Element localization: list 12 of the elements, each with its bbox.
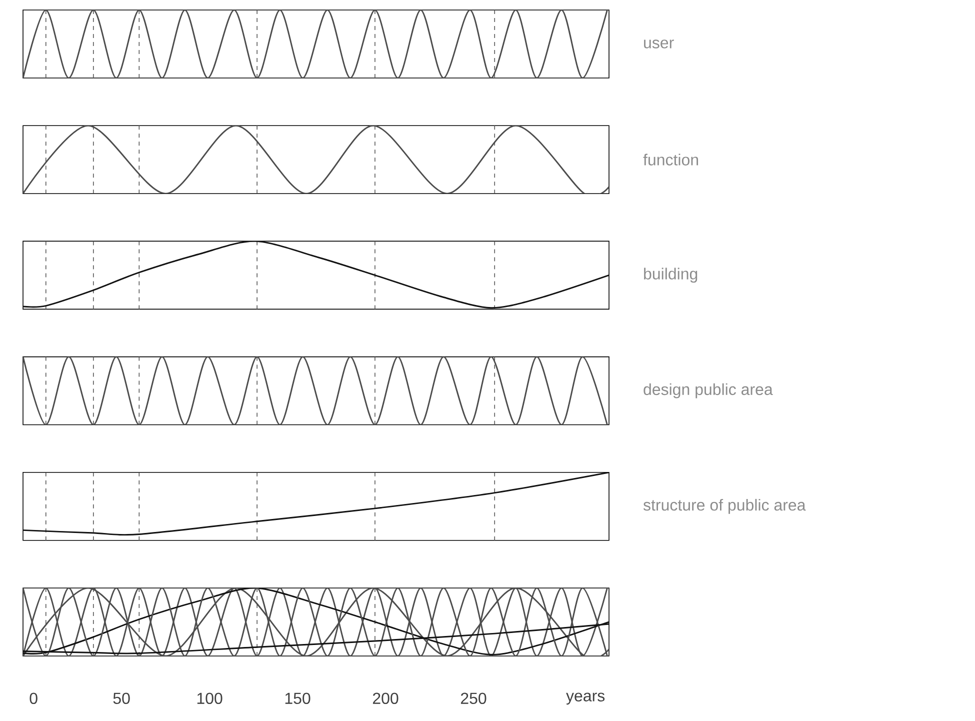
- x-tick-label: 250: [460, 692, 486, 704]
- text: structure of public area: [643, 498, 806, 514]
- x-axis-title: years: [566, 692, 605, 705]
- text: design public area: [644, 383, 773, 398]
- text: building: [644, 268, 698, 283]
- text: function: [643, 154, 698, 166]
- x-tick-label: 200: [372, 692, 398, 704]
- x-tick-label: 150: [285, 692, 310, 704]
- x-tick-label: 0: [30, 692, 38, 704]
- x-tick-label: 50: [113, 692, 130, 704]
- text: user: [644, 40, 674, 48]
- x-tick-label: 100: [197, 692, 222, 704]
